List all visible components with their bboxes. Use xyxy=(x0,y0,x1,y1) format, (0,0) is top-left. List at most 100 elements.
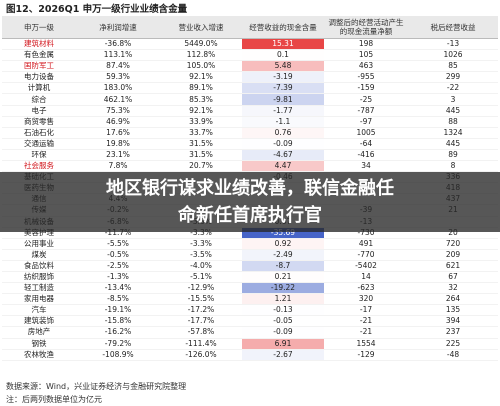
table-cell: -416 xyxy=(324,149,408,162)
table-row: 煤炭 -0.5% -3.5% -2.49 -770 209 xyxy=(2,249,498,261)
industry-name: 建筑装饰 xyxy=(2,315,76,328)
table-cell: -19.22 xyxy=(242,282,324,295)
table-cell: 135 xyxy=(408,304,498,317)
table-row: 国防军工 87.4% 105.0% 5.48 463 85 xyxy=(2,60,498,73)
industry-name: 纺织服饰 xyxy=(2,271,76,284)
industry-name: 国防军工 xyxy=(2,60,76,73)
table-cell: 67 xyxy=(408,271,498,284)
table-cell: 17.6% xyxy=(76,127,160,139)
table-cell: 0.1 xyxy=(242,49,324,62)
table-cell: -1.1 xyxy=(242,116,324,128)
table-cell: 33.7% xyxy=(160,127,242,139)
source-note: 数据来源：Wind，兴业证券经济与金融研究院整理 xyxy=(6,382,187,391)
table-cell: -97 xyxy=(324,116,408,128)
table-cell: -2.5% xyxy=(76,260,160,272)
table-cell: -623 xyxy=(324,282,408,295)
table-row: 社会服务 7.8% 20.7% 4.47 34 8 xyxy=(2,160,498,173)
table-cell: 0.92 xyxy=(242,238,324,250)
table-row: 房地产 -16.2% -57.8% -0.09 -21 237 xyxy=(2,326,498,339)
table-row: 美容护理 -11.7% -3.3% -35.69 -730 20 xyxy=(2,227,498,239)
table-cell: 15.31 xyxy=(242,38,324,51)
table-cell: -3.3% xyxy=(160,238,242,250)
table-cell: -770 xyxy=(324,249,408,261)
table-row: 石油石化 17.6% 33.7% 0.76 1005 1324 xyxy=(2,127,498,139)
table-row: 环保 23.1% 31.5% -4.67 -416 89 xyxy=(2,149,498,162)
table-cell: 105.0% xyxy=(160,60,242,73)
table-cell: -17 xyxy=(324,304,408,317)
table-cell: 183.0% xyxy=(76,82,160,95)
industry-name: 建筑材料 xyxy=(2,38,76,51)
table-cell: 23.1% xyxy=(76,149,160,162)
table-cell: 462.1% xyxy=(76,93,160,106)
table-cell: 75.3% xyxy=(76,105,160,117)
table-cell: -15.8% xyxy=(76,315,160,328)
table-cell: -17.2% xyxy=(160,304,242,317)
table-cell: 20.7% xyxy=(160,160,242,173)
table-cell: 31.5% xyxy=(160,149,242,162)
table-cell: -57.8% xyxy=(160,326,242,339)
table-cell: 463 xyxy=(324,60,408,73)
table-cell: 491 xyxy=(324,238,408,250)
table-cell: -129 xyxy=(324,349,408,361)
industry-name: 电子 xyxy=(2,105,76,117)
column-header: 净利润增速 xyxy=(76,16,160,39)
table-cell: 113.1% xyxy=(76,49,160,62)
table-cell: 0.76 xyxy=(242,127,324,139)
table-cell: -730 xyxy=(324,227,408,239)
table-cell: -35.69 xyxy=(242,227,324,239)
table-cell: -108.9% xyxy=(76,349,160,361)
table-cell: -0.09 xyxy=(242,326,324,339)
table-cell: 209 xyxy=(408,249,498,261)
table-cell: 6.91 xyxy=(242,338,324,350)
table-cell: 1554 xyxy=(324,338,408,350)
table-row: 食品饮料 -2.5% -4.0% -8.7 -5402 621 xyxy=(2,260,498,272)
table-cell: 1.21 xyxy=(242,293,324,306)
table-row: 钢铁 -79.2% -111.4% 6.91 1554 225 xyxy=(2,338,498,350)
table-cell: -8.7 xyxy=(242,260,324,272)
table-cell: -0.05 xyxy=(242,315,324,328)
banner-line: 命新任首席执行官 xyxy=(178,205,322,226)
table-cell: 59.3% xyxy=(76,71,160,84)
table-cell: 445 xyxy=(408,138,498,150)
industry-name: 有色金属 xyxy=(2,49,76,62)
table-cell: 7.8% xyxy=(76,160,160,173)
table-cell: 105 xyxy=(324,49,408,62)
table-cell: 33.9% xyxy=(160,116,242,128)
industry-name: 食品饮料 xyxy=(2,260,76,272)
table-row: 纺织服饰 -1.3% -5.1% 0.21 14 67 xyxy=(2,271,498,284)
table-cell: -5.1% xyxy=(160,271,242,284)
table-cell: 85.3% xyxy=(160,93,242,106)
table-cell: 89 xyxy=(408,149,498,162)
table-cell: 87.4% xyxy=(76,60,160,73)
table-cell: -3.5% xyxy=(160,249,242,261)
table-row: 电力设备 59.3% 92.1% -3.19 -955 299 xyxy=(2,71,498,84)
table-cell: -787 xyxy=(324,105,408,117)
industry-name: 煤炭 xyxy=(2,249,76,261)
table-row: 家用电器 -8.5% -15.5% 1.21 320 264 xyxy=(2,293,498,306)
table-cell: -1.3% xyxy=(76,271,160,284)
table-cell: 1324 xyxy=(408,127,498,139)
table-row: 有色金属 113.1% 112.8% 0.1 105 1026 xyxy=(2,49,498,62)
table-cell: 88 xyxy=(408,116,498,128)
column-header: 调整后的经营活动产生的现金流量净额 xyxy=(324,16,408,39)
table-cell: -2.49 xyxy=(242,249,324,261)
table-cell: 8 xyxy=(408,160,498,173)
industry-name: 交通运输 xyxy=(2,138,76,150)
table-cell: 5449.0% xyxy=(160,38,242,51)
table-cell: -5402 xyxy=(324,260,408,272)
industry-name: 房地产 xyxy=(2,326,76,339)
table-cell: -22 xyxy=(408,82,498,95)
column-header: 营业收入增速 xyxy=(160,16,242,39)
table-cell: 112.8% xyxy=(160,49,242,62)
table-cell: -3.3% xyxy=(160,227,242,239)
column-header: 经营收益的现金含量 xyxy=(242,16,324,39)
industry-name: 汽车 xyxy=(2,304,76,317)
industry-name: 环保 xyxy=(2,149,76,162)
table-cell: -5.5% xyxy=(76,238,160,250)
table-cell: 720 xyxy=(408,238,498,250)
industry-name: 公用事业 xyxy=(2,238,76,250)
industry-name: 商贸零售 xyxy=(2,116,76,128)
table-cell: 4.47 xyxy=(242,160,324,173)
table-cell: -25 xyxy=(324,93,408,106)
table-cell: -0.13 xyxy=(242,304,324,317)
